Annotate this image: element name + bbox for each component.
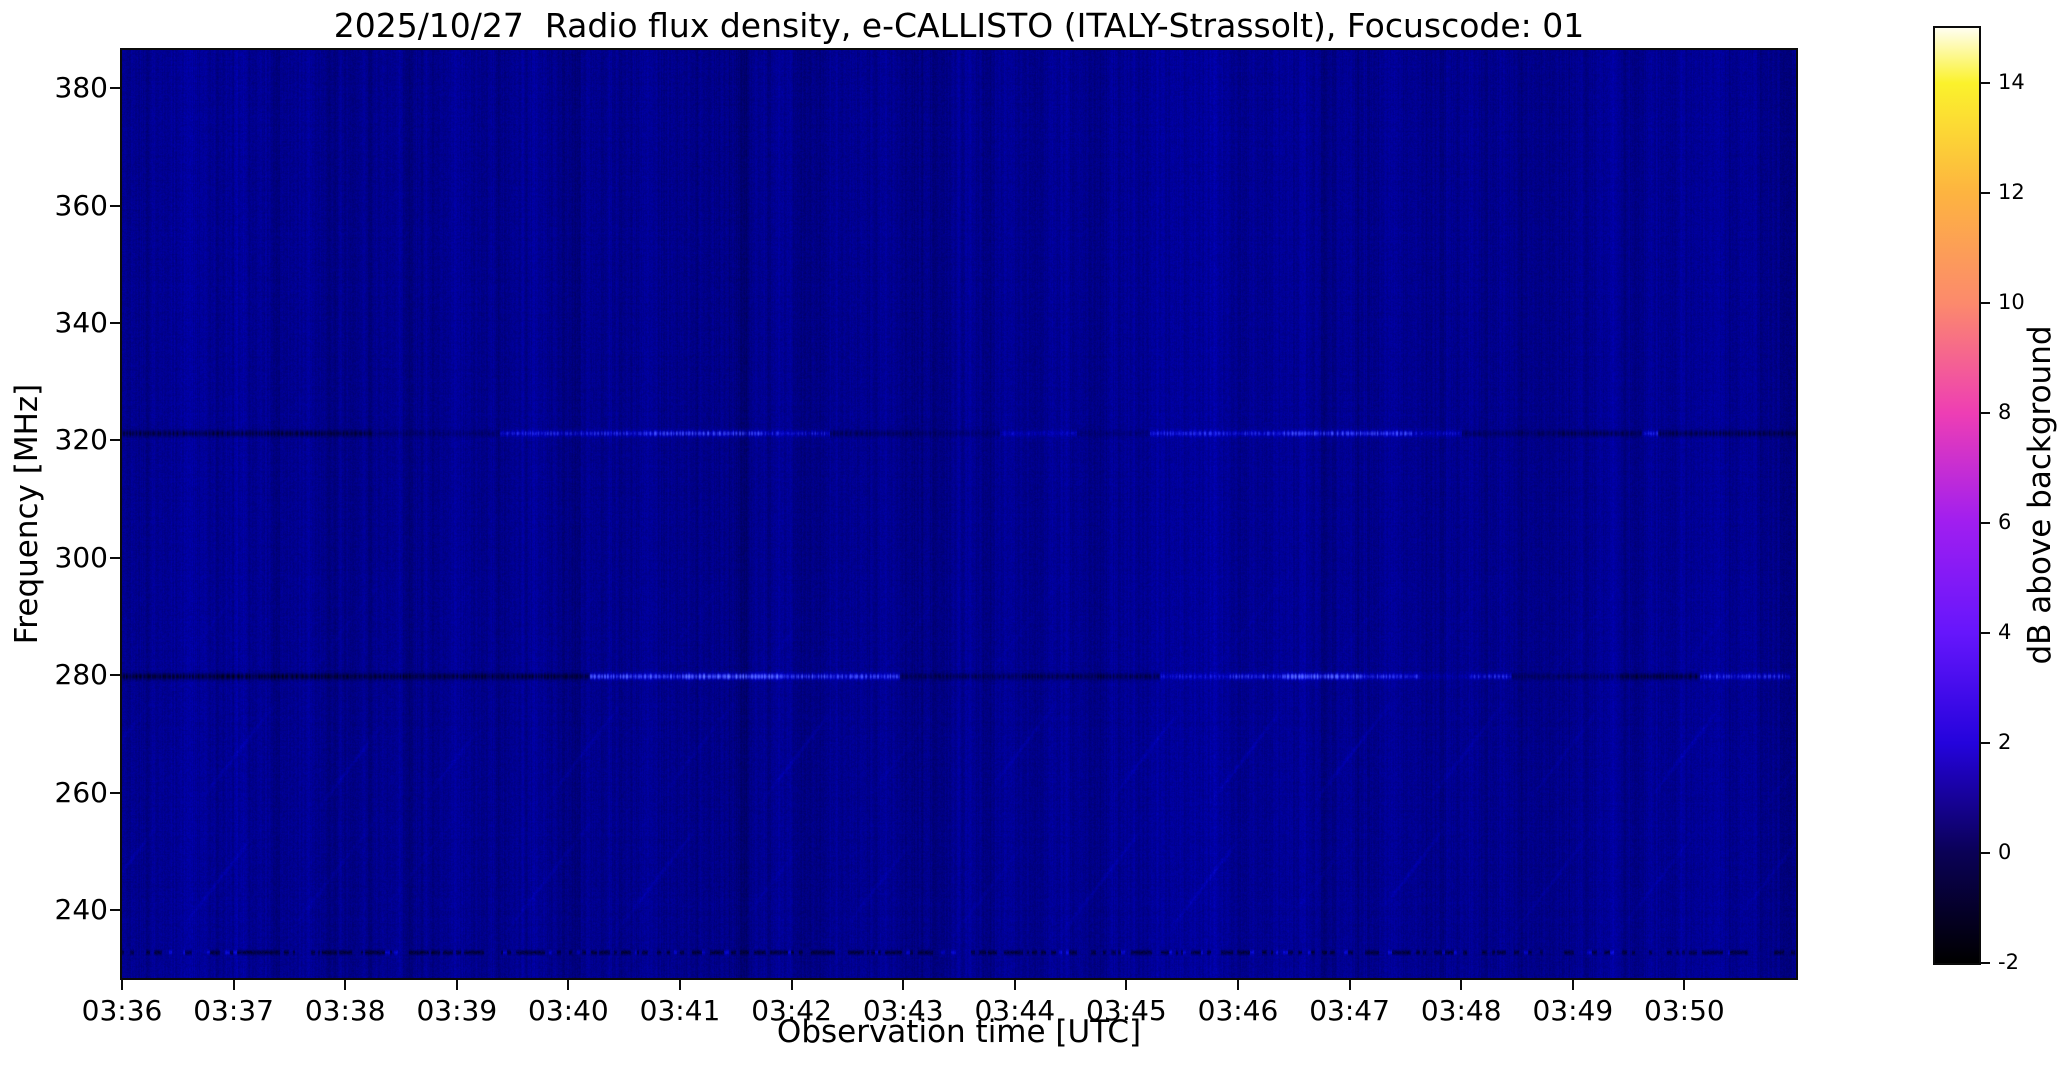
y-tick-mark xyxy=(110,439,120,442)
y-tick-label: 380 xyxy=(54,71,108,105)
y-tick-label: 360 xyxy=(54,188,108,222)
colorbar-tick-mark xyxy=(1981,852,1990,854)
x-tick-label: 03:42 xyxy=(751,994,832,1027)
colorbar-tick-label: 10 xyxy=(1998,290,2025,314)
y-tick-label: 300 xyxy=(54,540,108,574)
y-tick-label: 320 xyxy=(54,423,108,457)
x-tick-mark xyxy=(1348,980,1351,990)
colorbar-tick-mark xyxy=(1981,962,1990,964)
x-tick-label: 03:43 xyxy=(862,994,944,1027)
y-tick-label: 260 xyxy=(54,775,108,809)
spectrogram-canvas xyxy=(122,50,1796,978)
colorbar-tick-label: 12 xyxy=(1998,180,2025,204)
x-tick-mark xyxy=(1571,980,1574,990)
x-tick-label: 03:45 xyxy=(1086,994,1167,1027)
colorbar-tick-mark xyxy=(1981,82,1990,84)
y-tick-mark xyxy=(110,791,120,794)
x-tick-label: 03:44 xyxy=(974,994,1056,1027)
x-tick-mark xyxy=(902,980,905,990)
x-tick-mark xyxy=(790,980,793,990)
x-tick-label: 03:48 xyxy=(1420,994,1502,1027)
x-tick-mark xyxy=(455,980,458,990)
colorbar-gradient xyxy=(1935,28,1979,963)
colorbar-tick-label: 14 xyxy=(1998,70,2025,94)
y-tick-mark xyxy=(110,674,120,677)
x-tick-mark xyxy=(1125,980,1128,990)
x-tick-mark xyxy=(1237,980,1239,990)
colorbar-tick-mark xyxy=(1981,192,1990,194)
colorbar-tick-label: 4 xyxy=(1998,620,2012,644)
x-tick-mark xyxy=(1683,980,1686,990)
colorbar-tick-mark xyxy=(1981,302,1990,304)
x-tick-mark xyxy=(1460,980,1463,990)
x-tick-mark xyxy=(679,980,681,990)
y-tick-mark xyxy=(110,204,120,207)
colorbar-tick-mark xyxy=(1981,522,1990,524)
x-tick-label: 03:49 xyxy=(1532,994,1614,1027)
y-tick-mark xyxy=(110,321,120,324)
colorbar-tick-label: 0 xyxy=(1998,840,2012,864)
x-tick-label: 03:38 xyxy=(304,994,386,1027)
colorbar-label: dB above background xyxy=(2022,325,2058,665)
x-tick-label: 03:40 xyxy=(528,994,609,1027)
x-tick-label: 03:39 xyxy=(416,994,498,1027)
x-tick-mark xyxy=(344,980,347,990)
colorbar-tick-label: -2 xyxy=(1998,950,2019,974)
y-tick-mark xyxy=(110,87,120,90)
x-tick-label: 03:46 xyxy=(1197,994,1279,1027)
colorbar-tick-label: 2 xyxy=(1998,730,2012,754)
y-tick-mark xyxy=(110,556,120,559)
y-tick-label: 240 xyxy=(54,892,108,926)
y-tick-label: 280 xyxy=(54,658,108,692)
spectrogram-plot-area xyxy=(120,48,1798,980)
x-tick-label: 03:50 xyxy=(1644,994,1725,1027)
x-tick-label: 03:37 xyxy=(193,994,274,1027)
x-tick-mark xyxy=(232,980,235,990)
colorbar-tick-label: 6 xyxy=(1998,510,2012,534)
colorbar xyxy=(1933,26,1981,965)
colorbar-tick-mark xyxy=(1981,412,1990,414)
x-tick-mark xyxy=(1013,980,1016,990)
x-tick-label: 03:47 xyxy=(1309,994,1390,1027)
chart-title: 2025/10/27 Radio flux density, e-CALLIST… xyxy=(333,6,1585,45)
colorbar-tick-label: 8 xyxy=(1998,400,2012,424)
x-tick-mark xyxy=(567,980,570,990)
x-tick-mark xyxy=(121,980,123,990)
x-axis-label: Observation time [UTC] xyxy=(776,1014,1142,1050)
y-tick-mark xyxy=(110,908,120,911)
x-tick-label: 03:36 xyxy=(81,994,163,1027)
colorbar-tick-mark xyxy=(1981,632,1990,634)
colorbar-tick-mark xyxy=(1981,742,1990,744)
y-tick-label: 340 xyxy=(54,305,108,339)
x-tick-label: 03:41 xyxy=(639,994,721,1027)
